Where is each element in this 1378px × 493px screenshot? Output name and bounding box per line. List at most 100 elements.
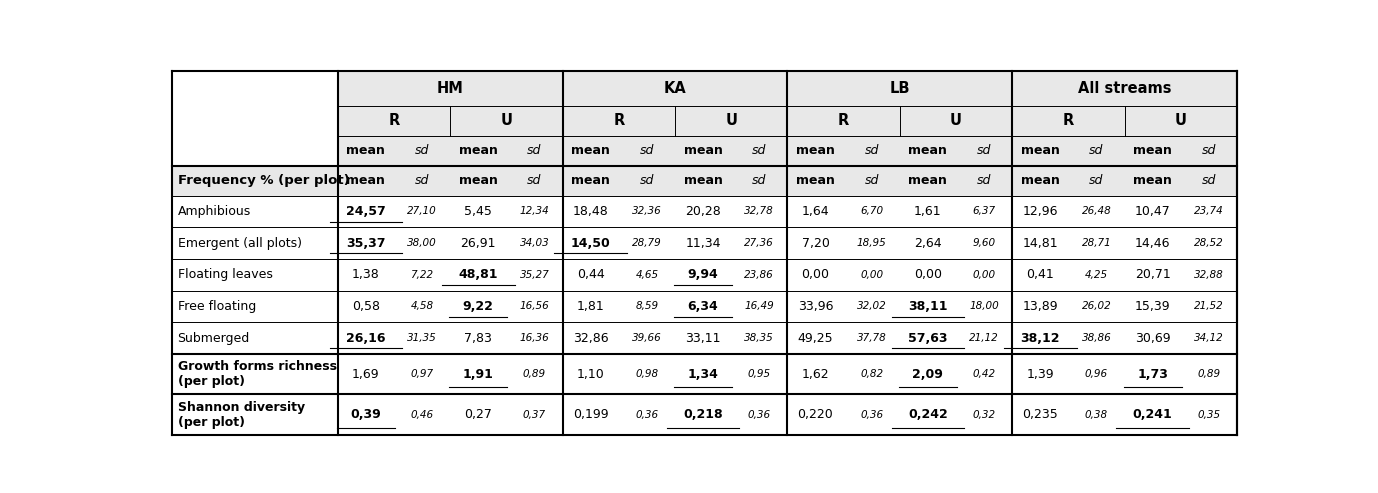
Text: mean: mean: [459, 174, 497, 187]
Text: 23,74: 23,74: [1193, 207, 1224, 216]
Text: Amphibious: Amphibious: [178, 205, 251, 218]
Text: 11,34: 11,34: [685, 237, 721, 249]
Text: 10,47: 10,47: [1135, 205, 1170, 218]
Text: 57,63: 57,63: [908, 332, 948, 345]
Text: 2,64: 2,64: [914, 237, 941, 249]
Text: mean: mean: [1021, 174, 1060, 187]
Text: 0,36: 0,36: [748, 410, 770, 420]
Text: 0,38: 0,38: [1084, 410, 1108, 420]
Text: 6,70: 6,70: [860, 207, 883, 216]
Text: 48,81: 48,81: [459, 268, 497, 282]
Text: 0,96: 0,96: [1084, 369, 1108, 379]
Text: LB: LB: [890, 81, 909, 96]
Text: mean: mean: [572, 144, 610, 157]
Text: mean: mean: [346, 144, 386, 157]
Text: KA: KA: [664, 81, 686, 96]
Text: 20,28: 20,28: [685, 205, 721, 218]
Text: sd: sd: [415, 144, 430, 157]
Text: 28,52: 28,52: [1193, 238, 1224, 248]
Text: 0,36: 0,36: [635, 410, 659, 420]
Text: 32,02: 32,02: [857, 301, 886, 312]
Text: sd: sd: [639, 144, 655, 157]
Text: mean: mean: [1133, 144, 1173, 157]
Text: mean: mean: [1021, 144, 1060, 157]
Text: 37,78: 37,78: [857, 333, 886, 343]
Text: 0,41: 0,41: [1027, 268, 1054, 282]
Text: 0,39: 0,39: [350, 408, 382, 421]
Text: 1,81: 1,81: [577, 300, 605, 313]
Text: 15,39: 15,39: [1135, 300, 1170, 313]
Text: R: R: [389, 113, 400, 128]
Text: 4,58: 4,58: [411, 301, 434, 312]
Text: 1,91: 1,91: [463, 368, 493, 381]
Text: 0,98: 0,98: [635, 369, 659, 379]
Text: 30,69: 30,69: [1135, 332, 1170, 345]
Text: 28,71: 28,71: [1082, 238, 1112, 248]
Text: sd: sd: [977, 144, 991, 157]
Text: 8,59: 8,59: [635, 301, 659, 312]
Text: 20,71: 20,71: [1135, 268, 1170, 282]
Text: 5,45: 5,45: [464, 205, 492, 218]
Text: 27,10: 27,10: [408, 207, 437, 216]
Text: 2,09: 2,09: [912, 368, 944, 381]
Text: 26,91: 26,91: [460, 237, 496, 249]
Text: mean: mean: [346, 174, 386, 187]
Text: 0,00: 0,00: [802, 268, 830, 282]
Text: Shannon diversity
(per plot): Shannon diversity (per plot): [178, 401, 305, 429]
Text: 9,60: 9,60: [973, 238, 996, 248]
Text: 24,57: 24,57: [346, 205, 386, 218]
Text: 38,00: 38,00: [408, 238, 437, 248]
Text: 26,02: 26,02: [1082, 301, 1112, 312]
Text: Frequency % (per plot): Frequency % (per plot): [178, 174, 350, 187]
Text: U: U: [1175, 113, 1186, 128]
Bar: [172, 227, 1237, 259]
Text: 0,199: 0,199: [573, 408, 609, 421]
Text: 18,95: 18,95: [857, 238, 886, 248]
Text: 23,86: 23,86: [744, 270, 774, 280]
Text: 0,46: 0,46: [411, 410, 434, 420]
Text: 0,27: 0,27: [464, 408, 492, 421]
Bar: [172, 196, 1237, 227]
Text: 7,20: 7,20: [802, 237, 830, 249]
Text: Floating leaves: Floating leaves: [178, 268, 273, 282]
Text: 38,35: 38,35: [744, 333, 774, 343]
Text: 0,35: 0,35: [1197, 410, 1221, 420]
Text: 27,36: 27,36: [744, 238, 774, 248]
Text: R: R: [1062, 113, 1073, 128]
Text: 0,00: 0,00: [914, 268, 943, 282]
Bar: [172, 166, 1237, 196]
Text: 6,37: 6,37: [973, 207, 996, 216]
Text: 9,94: 9,94: [688, 268, 718, 282]
Text: sd: sd: [528, 144, 542, 157]
Text: sd: sd: [415, 174, 430, 187]
Text: 0,58: 0,58: [351, 300, 380, 313]
Text: Emergent (all plots): Emergent (all plots): [178, 237, 302, 249]
Text: sd: sd: [528, 174, 542, 187]
Text: 1,62: 1,62: [802, 368, 830, 381]
Text: 0,235: 0,235: [1022, 408, 1058, 421]
Bar: [172, 259, 1237, 290]
Text: 0,00: 0,00: [973, 270, 996, 280]
Text: 7,22: 7,22: [411, 270, 434, 280]
Text: 1,38: 1,38: [351, 268, 380, 282]
Text: 12,34: 12,34: [520, 207, 550, 216]
Text: sd: sd: [752, 174, 766, 187]
Text: 1,10: 1,10: [577, 368, 605, 381]
Text: 0,97: 0,97: [411, 369, 434, 379]
Text: 32,86: 32,86: [573, 332, 609, 345]
Text: R: R: [838, 113, 849, 128]
Text: 35,37: 35,37: [346, 237, 386, 249]
Text: 0,37: 0,37: [522, 410, 546, 420]
Text: 4,25: 4,25: [1084, 270, 1108, 280]
Text: sd: sd: [1202, 174, 1215, 187]
Text: U: U: [725, 113, 737, 128]
Text: 26,48: 26,48: [1082, 207, 1112, 216]
Text: 14,50: 14,50: [570, 237, 610, 249]
Text: 34,12: 34,12: [1193, 333, 1224, 343]
Bar: [172, 394, 1237, 435]
Text: 4,65: 4,65: [635, 270, 659, 280]
Text: 0,242: 0,242: [908, 408, 948, 421]
Bar: [338, 106, 1237, 136]
Text: 32,88: 32,88: [1193, 270, 1224, 280]
Text: All streams: All streams: [1078, 81, 1171, 96]
